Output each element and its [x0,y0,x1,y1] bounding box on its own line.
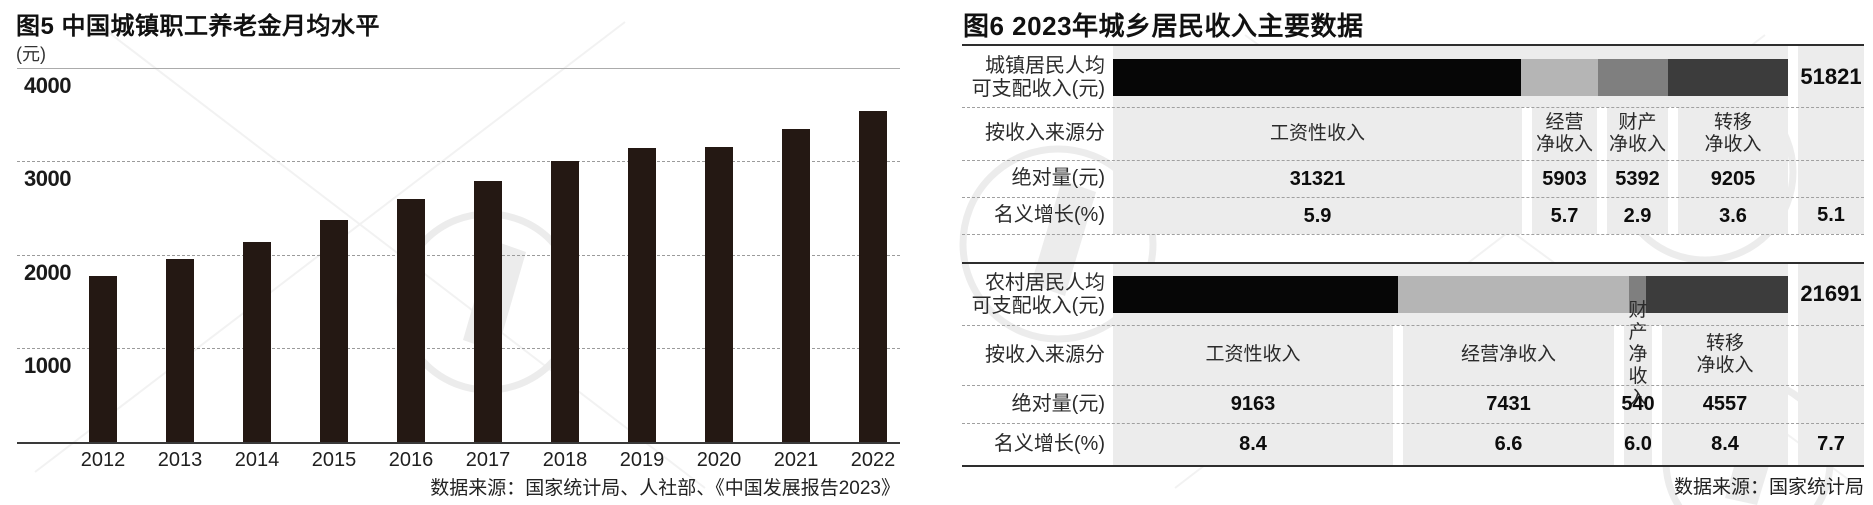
rural-dashed-line-0 [962,325,1864,326]
rural-bar-segment-2 [1629,276,1647,313]
bar-2020 [705,147,733,442]
urban-row-label-0: 按收入来源分 [985,122,1105,144]
rural-row-label-0: 按收入来源分 [985,343,1105,366]
rural-abs-value-0: 9163 [1230,393,1276,415]
rural-col-header-0: 工资性收入 [1205,344,1301,365]
bar-2016 [397,198,425,442]
urban-abs-value-1: 5903 [1542,167,1587,190]
year-label-2012: 2012 [80,449,126,471]
bar-2012 [89,276,117,442]
gridline-4000 [17,68,900,69]
urban-col-gap-1 [1522,107,1532,234]
rural-growth-value-3: 8.4 [1711,433,1739,455]
rural-bar-segment-3 [1646,276,1788,313]
rural-abs-value-1: 7431 [1486,393,1531,415]
urban-dashed-line-3 [962,234,1864,235]
rural-bar-segment-0 [1113,276,1399,313]
rural-row-label-1: 绝对量(元) [1011,392,1105,415]
rural-abs-value-3: 4557 [1702,393,1748,415]
urban-col-header-2: 财产 净收入 [1608,111,1666,155]
year-label-2021: 2021 [773,449,819,471]
year-label-2013: 2013 [157,449,203,471]
rural-dashed-line-1 [962,385,1864,386]
rural-row-label: 农村居民人均 可支配收入(元) [971,271,1105,317]
urban-col-gap-2 [1597,107,1607,234]
rural-total-bg [1798,263,1864,465]
urban-bar-segment-0 [1113,59,1521,96]
gridline-3000 [17,161,900,163]
urban-growth-value-0: 5.9 [1303,204,1332,227]
bar-2019 [628,148,656,442]
urban-bar-segment-2 [1597,59,1669,96]
urban-abs-value-3: 9205 [1710,167,1756,190]
rural-abs-value-2: 540 [1621,393,1655,415]
urban-growth-value-3: 3.6 [1719,204,1747,227]
y-tick-label-2000: 2000 [24,259,71,285]
bar-2014 [243,241,271,442]
fig6-source: 数据来源：国家统计局 [1673,477,1864,498]
rural-total-growth: 7.7 [1817,432,1845,455]
urban-bar-segment-3 [1668,59,1788,96]
year-label-2020: 2020 [696,449,742,471]
gridline-2000 [17,254,900,256]
urban-total-growth: 5.1 [1817,204,1845,226]
fig6-solid-line-1 [962,262,1864,264]
rural-growth-value-1: 6.6 [1494,433,1523,455]
bar-2018 [551,161,579,442]
bar-2021 [782,128,810,442]
fig5-title: 图5 中国城镇职工养老金月均水平 [16,13,381,40]
year-label-2015: 2015 [311,449,357,471]
fig5-unit-label: (元) [16,44,46,64]
bar-2022 [859,110,887,442]
rural-col-gap-2 [1614,325,1624,465]
x-axis-line [17,441,900,444]
urban-growth-value-2: 2.9 [1623,204,1652,227]
year-label-2017: 2017 [465,449,511,471]
urban-bar-segment-1 [1520,59,1598,96]
fig5-source: 数据来源：国家统计局、人社部、《中国发展报告2023》 [430,478,900,499]
bar-2015 [320,220,348,442]
rural-col-gap-1 [1393,325,1403,465]
rural-row-label-2: 名义增长(%) [993,432,1105,455]
urban-row-label-2: 名义增长(%) [993,204,1105,226]
year-label-2016: 2016 [388,449,434,471]
urban-abs-value-2: 5392 [1615,167,1660,190]
rural-col-header-2: 财产 净收入 [1628,300,1648,409]
y-tick-label-1000: 1000 [24,353,71,379]
rural-dashed-line-2 [962,423,1864,424]
urban-col-header-0: 工资性收入 [1269,122,1365,144]
year-label-2019: 2019 [619,449,665,471]
y-tick-label-4000: 4000 [24,73,71,98]
rural-total-value: 21691 [1800,280,1862,306]
bar-2013 [166,259,194,442]
urban-col-header-1: 经营 净收入 [1535,111,1593,155]
bar-2017 [474,181,502,442]
urban-total-bg [1798,45,1864,234]
fig6-solid-line-2 [962,464,1864,467]
rural-col-header-3: 转移 净收入 [1696,333,1754,376]
urban-dashed-line-0 [962,107,1864,108]
rural-col-header-1: 经营净收入 [1460,344,1556,365]
y-tick-label-3000: 3000 [24,166,71,192]
fig6-title: 图6 2023年城乡居民收入主要数据 [963,11,1364,41]
year-label-2022: 2022 [850,449,896,471]
rural-bar-segment-1 [1398,276,1630,313]
year-label-2018: 2018 [542,449,588,471]
urban-col-header-3: 转移 净收入 [1704,111,1762,155]
urban-row-label: 城镇居民人均 可支配收入(元) [971,54,1105,100]
rural-growth-value-0: 8.4 [1239,433,1267,455]
rural-col-gap-3 [1652,325,1662,465]
urban-dashed-line-2 [962,197,1864,198]
urban-total-value: 51821 [1800,63,1862,89]
urban-growth-value-1: 5.7 [1550,204,1579,227]
urban-dashed-line-1 [962,160,1864,161]
urban-abs-value-0: 31321 [1289,167,1346,190]
urban-col-gap-3 [1668,107,1678,234]
fig6-solid-line-0 [962,44,1864,46]
year-label-2014: 2014 [234,449,280,471]
rural-growth-value-2: 6.0 [1624,433,1652,455]
urban-row-label-1: 绝对量(元) [1011,167,1105,189]
gridline-1000 [17,348,900,350]
